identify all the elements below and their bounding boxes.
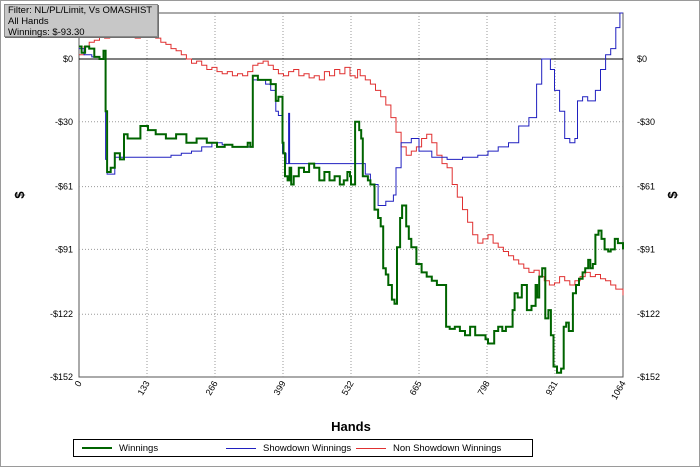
y-tick-label-left: -$61 — [55, 182, 73, 192]
x-tick-label: 266 — [204, 379, 220, 397]
x-axis-title: Hands — [331, 419, 371, 434]
x-tick-label: 399 — [272, 379, 288, 397]
series-line-non-showdown — [79, 29, 624, 296]
legend-swatch-showdown — [226, 447, 256, 449]
x-tick-label: 133 — [136, 379, 152, 397]
y-tick-label-right: -$91 — [637, 244, 655, 254]
y-tick-label-left: $0 — [63, 54, 73, 64]
legend-item-winnings: Winnings — [82, 440, 158, 456]
y-tick-label-left: -$30 — [55, 117, 73, 127]
filter-summary-box: Filter: NL/PL/Limit, Vs OMASHIST All Han… — [4, 4, 158, 38]
y-tick-label-right: -$61 — [637, 182, 655, 192]
legend-label-showdown: Showdown Winnings — [263, 442, 352, 454]
legend-label-winnings: Winnings — [119, 442, 159, 454]
x-tick-label: 665 — [408, 379, 424, 397]
series-line-winnings — [79, 45, 624, 374]
y-axis-title-left: $ — [12, 191, 27, 199]
x-tick-labels: 0 133 266 399 532 665 798 931 1064 — [73, 379, 628, 401]
legend-item-non-showdown: Non Showdown Winnings — [356, 440, 501, 456]
series-line-showdown — [79, 12, 623, 206]
legend-item-showdown: Showdown Winnings — [226, 440, 351, 456]
y-tick-label-left: -$91 — [55, 244, 73, 254]
x-tick-label: 798 — [476, 379, 492, 397]
y-tick-label-left: -$152 — [50, 372, 73, 382]
winnings-total-text: Winnings: $-93.30 — [8, 27, 85, 38]
y-tick-label-right: -$30 — [637, 117, 655, 127]
y-axis-title-right: $ — [665, 191, 680, 199]
series-lines — [79, 12, 624, 374]
legend-swatch-winnings — [82, 447, 112, 449]
y-tick-labels: $0 $0 -$30 -$30 -$61 -$61 -$91 -$91 -$122 -$122 -$… — [50, 54, 660, 382]
legend-swatch-non-showdown — [356, 447, 386, 449]
legend-label-non-showdown: Non Showdown Winnings — [393, 442, 502, 454]
legend: Winnings Showdown Winnings Non Showdown … — [73, 439, 533, 457]
filter-text: Filter: NL/PL/Limit, Vs OMASHIST — [8, 5, 153, 16]
y-tick-label-right: -$122 — [637, 309, 660, 319]
hands-filter-text: All Hands — [8, 16, 49, 27]
y-tick-label-right: $0 — [637, 54, 647, 64]
y-tick-label-right: -$152 — [637, 372, 660, 382]
x-tick-label: 532 — [340, 379, 356, 397]
y-tick-label-left: -$122 — [50, 309, 73, 319]
x-tick-label: 0 — [73, 379, 84, 388]
x-tick-label: 1064 — [609, 379, 628, 401]
x-tick-label: 931 — [544, 379, 560, 397]
